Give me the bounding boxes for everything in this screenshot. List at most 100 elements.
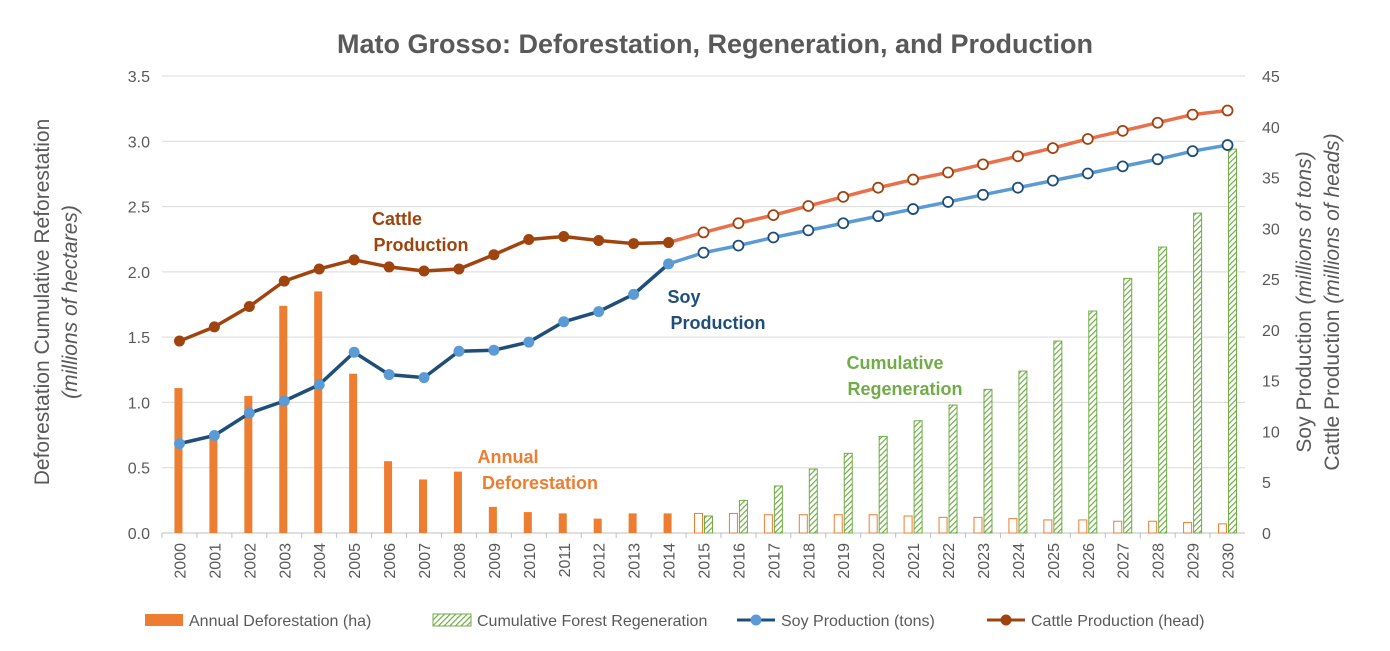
left-tick-label: 2.0 (128, 265, 150, 282)
deforestation-bar (1113, 520, 1123, 534)
left-tick-label: 1.5 (128, 330, 150, 347)
deforestation-bar (279, 305, 288, 533)
soy-point (523, 336, 535, 348)
right-tick-label: 10 (1262, 424, 1280, 441)
right-tick-label: 5 (1262, 475, 1271, 492)
regeneration-bar (913, 420, 923, 534)
cattle-point (558, 230, 570, 242)
x-tick-label: 2008 (452, 543, 469, 579)
soy-point (208, 430, 220, 442)
cattle-point (1151, 116, 1164, 129)
cattle-point (697, 226, 710, 239)
x-tick-label: 2015 (697, 543, 714, 579)
cattle-point (383, 261, 395, 273)
soy-point (1081, 167, 1094, 180)
right-tick-label: 25 (1262, 272, 1280, 289)
soy-point (837, 217, 850, 230)
soy-point (942, 196, 954, 208)
x-tick-label: 2014 (662, 543, 679, 579)
cattle-point (732, 217, 745, 230)
chart-title: Mato Grosso: Deforestation, Regeneration… (337, 29, 1093, 59)
regeneration-annotation-line1: Cumulative (846, 353, 943, 373)
cattle-annotation-line1: Cattle (372, 209, 422, 229)
regeneration-bar (1053, 340, 1063, 534)
x-tick-label: 2007 (417, 543, 434, 579)
x-tick-label: 2003 (277, 543, 294, 579)
right-axis-soy-unit: (millions of tons) (1293, 151, 1316, 304)
soy-point (383, 369, 395, 381)
x-tick-label: 2009 (487, 543, 504, 579)
x-tick-label: 2006 (382, 543, 399, 579)
deforestation-bars (174, 291, 1228, 534)
regeneration-bar (948, 404, 958, 534)
deforestation-bar (938, 516, 948, 534)
cattle-point (1221, 104, 1234, 117)
deforestation-bar (384, 461, 393, 533)
cattle-point (628, 238, 640, 250)
soy-point (488, 344, 500, 356)
x-tick-label: 2004 (312, 543, 329, 579)
regeneration-bar (983, 388, 993, 534)
soy-point (453, 345, 465, 357)
right-tick-label: 15 (1262, 374, 1280, 391)
cattle-point (418, 265, 430, 277)
deforestation-bar (558, 513, 567, 533)
legend-label-cattle[interactable]: Cattle Production (head) (1031, 613, 1204, 630)
cattle-point (1046, 142, 1059, 155)
cattle-point (523, 234, 535, 246)
legend-swatch-soy-marker (750, 614, 762, 626)
deforestation-bar (1183, 522, 1193, 534)
deforestation-bar (209, 435, 218, 533)
cattle-point (348, 254, 360, 266)
deforestation-bar (798, 514, 808, 534)
regeneration-bar (1123, 277, 1133, 534)
soy-point (628, 288, 640, 300)
x-tick-label: 2030 (1221, 543, 1238, 579)
x-tick-label: 2013 (627, 543, 644, 579)
cattle-point (1116, 124, 1129, 137)
cattle-point (872, 181, 885, 194)
right-tick-label: 0 (1262, 526, 1271, 543)
soy-point (907, 203, 920, 215)
x-tick-label: 2017 (766, 543, 783, 579)
right-axis-soy-main: Soy Production (1293, 310, 1316, 452)
legend-label-deforestation[interactable]: Annual Deforestation (ha) (189, 613, 371, 630)
soy-point (1186, 145, 1199, 158)
cattle-point (208, 321, 220, 333)
deforestation-bar (488, 506, 497, 533)
regeneration-bar (878, 435, 888, 534)
soy-point (767, 231, 780, 244)
left-axis-unit: (millions of hectares) (59, 205, 82, 399)
cattle-point (977, 158, 989, 171)
right-axis-title-cattle: Cattle Production (millions of heads) (1321, 133, 1344, 470)
deforestation-bar (1043, 519, 1053, 534)
x-tick-label: 2019 (836, 543, 853, 579)
regeneration-bar (738, 499, 748, 534)
regeneration-annotation-line2: Regeneration (847, 379, 962, 399)
legend-label-regeneration[interactable]: Cumulative Forest Regeneration (477, 613, 707, 630)
regeneration-bar (1088, 310, 1098, 534)
soy-point (1151, 153, 1164, 166)
deforestation-bar (973, 516, 983, 534)
x-tick-label: 2012 (592, 543, 609, 579)
cattle-point (837, 190, 850, 203)
x-tick-label: 2029 (1186, 543, 1203, 579)
x-tick-label: 2005 (347, 543, 364, 579)
cattle-point (488, 249, 500, 261)
deforestation-bar (174, 388, 183, 533)
deforestation-bar (833, 514, 843, 534)
soy-point (558, 316, 570, 328)
x-tick-label: 2016 (731, 543, 748, 579)
cattle-point (313, 263, 325, 275)
deforestation-bar (349, 373, 358, 533)
deforestation-bar (663, 513, 672, 533)
regeneration-bar (808, 468, 818, 534)
left-tick-label: 0.0 (128, 526, 150, 543)
soy-point (1012, 181, 1024, 194)
deforestation-bar (1078, 519, 1088, 534)
legend-label-soy[interactable]: Soy Production (tons) (781, 613, 935, 630)
regeneration-bars (704, 148, 1238, 534)
left-tick-label: 2.5 (128, 200, 150, 217)
cattle-point (173, 335, 185, 347)
x-tick-label: 2000 (172, 543, 189, 579)
